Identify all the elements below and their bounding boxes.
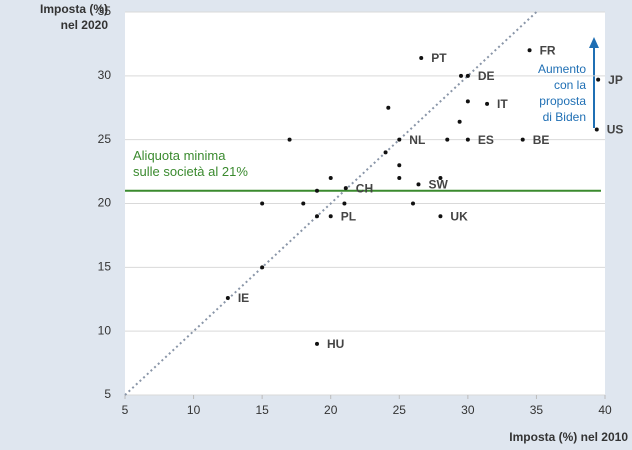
y-tick-label: 10 [98, 323, 112, 337]
point [527, 48, 532, 53]
point-label: ES [478, 133, 494, 147]
point-label: UK [450, 209, 468, 223]
point [260, 201, 265, 206]
annotation-arrowhead [589, 37, 599, 48]
point-label: IE [238, 291, 249, 305]
point [419, 55, 424, 60]
annotation-text: di Biden [543, 110, 586, 124]
point [315, 188, 319, 193]
reference-label: sulle società al 21% [133, 164, 248, 179]
reference-label: Aliquota minima [133, 148, 226, 163]
point-label: BE [533, 133, 550, 147]
point-label: JP [608, 73, 623, 87]
point [301, 201, 306, 206]
point-label: PT [431, 51, 447, 65]
x-tick-label: 40 [598, 403, 612, 417]
point-label: SW [428, 178, 448, 192]
point [383, 150, 388, 155]
y-tick-label: 30 [98, 68, 112, 82]
point [465, 137, 470, 142]
point-label: PL [341, 209, 356, 223]
point [445, 137, 450, 142]
point [225, 295, 230, 300]
point [438, 175, 443, 180]
x-tick-label: 20 [324, 403, 338, 417]
annotation-text: proposta [539, 94, 586, 108]
point-label: FR [540, 43, 556, 57]
x-tick-label: 10 [187, 403, 201, 417]
y-tick-label: 25 [98, 132, 112, 146]
x-tick-label: 35 [530, 403, 544, 417]
point [397, 163, 402, 168]
point [343, 186, 348, 191]
point [457, 119, 462, 124]
y-axis-title: Imposta (%) [40, 2, 108, 16]
point [465, 99, 470, 104]
x-axis-title: Imposta (%) nel 2010 [509, 430, 628, 444]
point [260, 265, 265, 270]
point [596, 77, 601, 82]
y-tick-label: 15 [98, 260, 112, 274]
point [416, 182, 421, 187]
point-label: HU [327, 337, 344, 351]
point [411, 201, 415, 206]
y-axis-title: nel 2020 [61, 18, 109, 32]
point [397, 137, 402, 142]
point-label: DE [478, 69, 495, 83]
point [520, 137, 525, 142]
point [287, 137, 292, 142]
y-tick-label: 35 [98, 4, 112, 18]
point-label: CH [356, 181, 373, 195]
y-tick-label: 5 [104, 387, 111, 401]
point-label: US [607, 123, 624, 137]
point [315, 341, 319, 346]
x-tick-label: 25 [393, 403, 407, 417]
point [459, 73, 463, 78]
x-tick-label: 5 [122, 403, 129, 417]
annotation-text: con la [554, 78, 586, 92]
diagonal-line [124, 11, 538, 396]
point [328, 214, 333, 219]
point [397, 175, 402, 180]
point-label: IT [497, 97, 508, 111]
point [438, 214, 443, 219]
x-tick-label: 30 [461, 403, 475, 417]
point [594, 127, 599, 132]
x-tick-label: 15 [255, 403, 269, 417]
point [315, 214, 319, 219]
point [342, 201, 347, 206]
point [465, 73, 470, 78]
point [485, 101, 490, 106]
y-tick-label: 20 [98, 196, 112, 210]
point-label: NL [409, 133, 425, 147]
point [328, 175, 333, 180]
point [386, 105, 391, 110]
annotation-text: Aumento [538, 62, 586, 76]
